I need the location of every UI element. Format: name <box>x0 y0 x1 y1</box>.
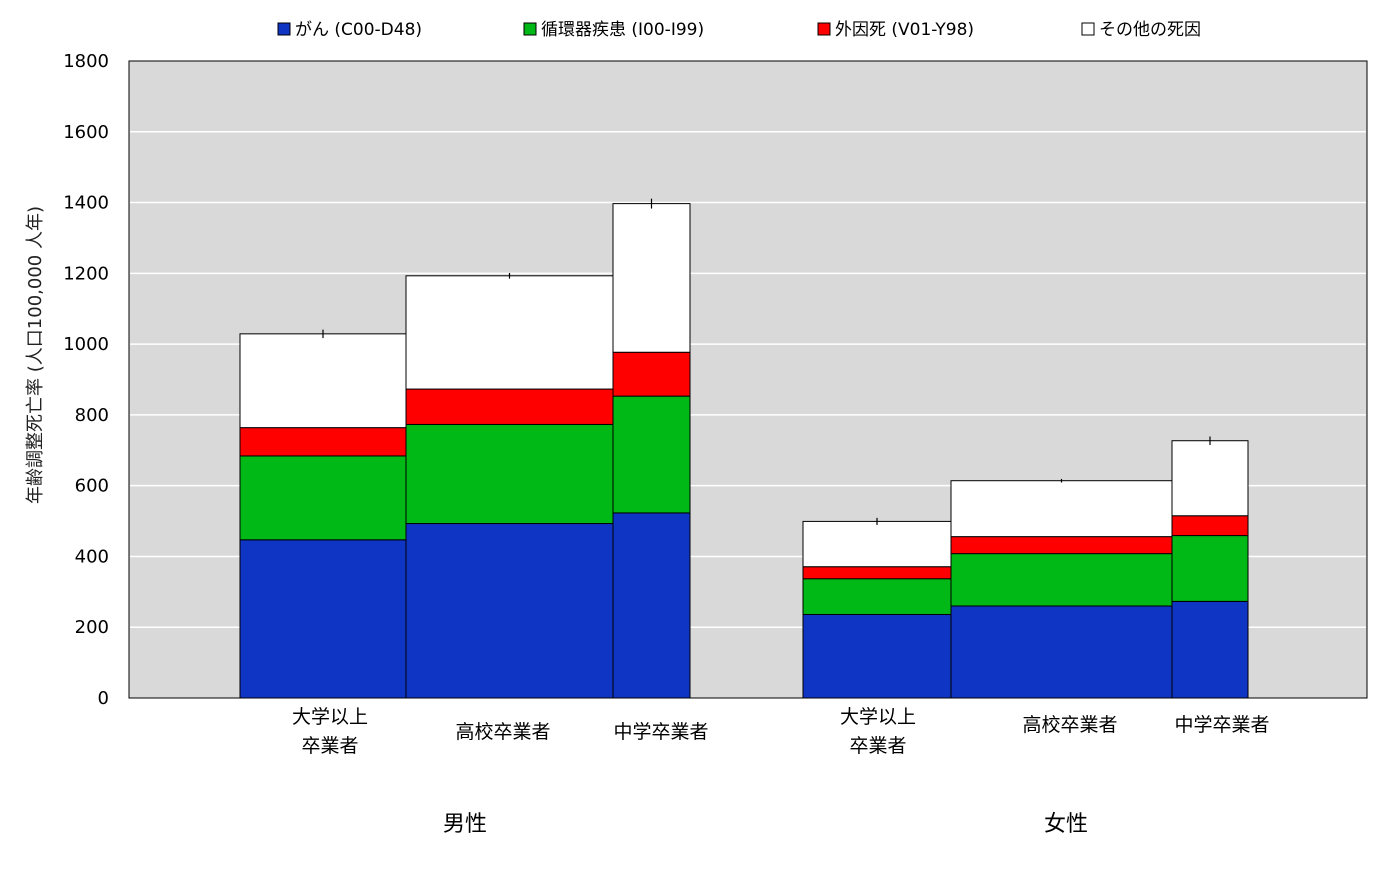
bar-segment-cancer <box>950 605 1173 699</box>
bar-segment-circulatory <box>950 553 1173 607</box>
legend: がん (C00-D48) 循環器疾患 (I00-I99) 外因死 (V01-Y98)… <box>277 20 1201 40</box>
y-tick-label: 1800 <box>63 51 109 72</box>
category-label: 大学以上 <box>292 706 368 728</box>
bar-segment-other <box>612 203 691 353</box>
y-tick-label: 1400 <box>63 193 109 214</box>
y-tick-label: 1200 <box>63 263 109 284</box>
legend-swatch-circulatory <box>523 22 537 36</box>
category-label: 中学卒業者 <box>613 721 708 743</box>
category-label: 高校卒業者 <box>455 721 550 743</box>
bar-segment-external <box>950 536 1173 555</box>
bar-segment-other <box>1171 440 1249 517</box>
bar-segment-external <box>1171 515 1249 537</box>
category-label: 大学以上 <box>840 706 916 728</box>
bar-segment-external <box>239 427 407 457</box>
bar-segment-cancer <box>239 539 407 699</box>
y-tick-label: 1600 <box>63 122 109 143</box>
bar-segment-cancer <box>612 512 691 699</box>
legend-label-other: その他の死因 <box>1099 20 1201 40</box>
bar-segment-circulatory <box>802 578 952 615</box>
legend-label-external: 外因死 (V01-Y98) <box>835 20 974 40</box>
bar-segment-circulatory <box>405 423 614 525</box>
group-label: 男性 <box>443 812 487 837</box>
bar-segment-cancer <box>1171 600 1249 699</box>
bar-segment-circulatory <box>239 455 407 541</box>
y-tick-label: 800 <box>75 405 109 426</box>
bar-segment-cancer <box>405 523 614 699</box>
category-label: 卒業者 <box>849 735 906 757</box>
bar-segment-external <box>802 566 952 580</box>
bar-segment-other <box>239 333 407 429</box>
error-bars <box>322 198 1211 525</box>
y-tick-label: 200 <box>75 617 109 638</box>
group-label: 女性 <box>1044 812 1088 837</box>
legend-label-cancer: がん (C00-D48) <box>295 20 422 40</box>
category-label: 卒業者 <box>301 735 358 757</box>
y-axis-ticks: 0 200 400 600 800 1000 1200 1400 1600 1800 <box>63 51 109 709</box>
legend-swatch-other <box>1081 22 1095 36</box>
y-tick-label: 0 <box>98 688 109 709</box>
legend-label-circulatory: 循環器疾患 (I00-I99) <box>541 20 704 40</box>
y-axis-label: 年齢調整死亡率 (人口100,000 人年) <box>25 206 46 504</box>
y-tick-label: 400 <box>75 546 109 567</box>
bar-segment-circulatory <box>1171 535 1249 602</box>
bar-segment-circulatory <box>612 395 691 514</box>
y-tick-label: 600 <box>75 476 109 497</box>
category-label: 中学卒業者 <box>1174 714 1269 736</box>
group-labels: 男性 女性 <box>443 812 1088 837</box>
bar-segment-cancer <box>802 613 952 699</box>
bar-segment-other <box>950 480 1173 538</box>
category-label: 高校卒業者 <box>1022 714 1117 736</box>
bar-segment-other <box>405 275 614 390</box>
bar-segment-external <box>612 351 691 397</box>
legend-swatch-external <box>817 22 831 36</box>
bar-segment-other <box>802 520 952 568</box>
legend-swatch-cancer <box>277 22 291 36</box>
bars <box>239 203 1249 699</box>
bar-segment-external <box>405 388 614 425</box>
y-tick-label: 1000 <box>63 334 109 355</box>
